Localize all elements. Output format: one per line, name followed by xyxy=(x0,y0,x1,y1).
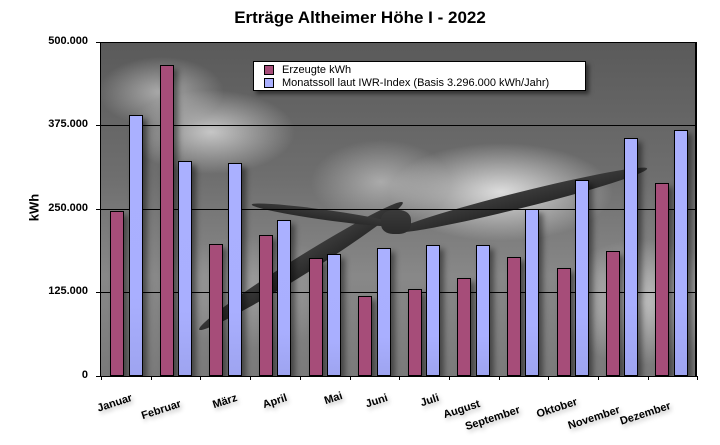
x-tick-mark xyxy=(300,376,301,380)
legend-item-soll: Monatssoll laut IWR-Index (Basis 3.296.0… xyxy=(264,77,549,89)
x-label-juli: Juli xyxy=(418,392,441,410)
y-axis-line xyxy=(100,42,101,377)
y-tick-label: 250.000 xyxy=(48,202,88,214)
gridline xyxy=(101,209,695,210)
x-axis-line xyxy=(96,376,698,377)
x-tick-mark xyxy=(200,376,201,380)
x-label-dezember: Dezember xyxy=(618,400,673,428)
x-label-maerz: März xyxy=(211,392,239,412)
bar-erzeugt-oktober xyxy=(557,268,571,376)
y-tick-label: 0 xyxy=(81,369,88,381)
bar-soll-april xyxy=(277,220,291,376)
bar-erzeugt-maerz xyxy=(209,244,223,376)
y-tick-mark xyxy=(96,292,101,293)
bar-erzeugt-januar xyxy=(110,211,124,376)
y-tick-label: 375.000 xyxy=(48,118,88,130)
legend: Erzeugte kWh Monatssoll laut IWR-Index (… xyxy=(253,61,586,91)
bar-erzeugt-dezember xyxy=(655,183,669,376)
bar-erzeugt-juli xyxy=(408,289,422,376)
legend-swatch-soll xyxy=(264,78,274,88)
bar-erzeugt-november xyxy=(606,251,620,376)
x-label-februar: Februar xyxy=(140,398,183,423)
x-tick-mark xyxy=(648,376,649,380)
bar-erzeugt-mai xyxy=(309,258,323,376)
x-tick-mark xyxy=(399,376,400,380)
bar-soll-februar xyxy=(178,161,192,376)
bar-soll-juni xyxy=(377,248,391,376)
bar-erzeugt-august xyxy=(457,278,471,376)
y-tick-mark xyxy=(96,42,101,43)
bar-soll-oktober xyxy=(575,180,589,376)
x-tick-mark xyxy=(449,376,450,380)
x-tick-mark xyxy=(697,376,698,380)
bar-erzeugt-juni xyxy=(358,296,372,376)
bar-soll-mai xyxy=(327,254,341,376)
y-tick-label: 500.000 xyxy=(48,35,88,47)
x-tick-mark xyxy=(548,376,549,380)
turbine-blade-background xyxy=(392,160,650,240)
bar-erzeugt-februar xyxy=(160,65,174,376)
legend-item-erzeugt: Erzeugte kWh xyxy=(264,64,351,76)
bar-erzeugt-april xyxy=(259,235,273,376)
legend-label-soll: Monatssoll laut IWR-Index (Basis 3.296.0… xyxy=(282,77,550,89)
x-label-juni: Juni xyxy=(364,392,390,411)
legend-label-erzeugt: Erzeugte kWh xyxy=(282,64,352,76)
x-tick-mark xyxy=(350,376,351,380)
bar-erzeugt-september xyxy=(507,257,521,376)
y-tick-mark xyxy=(96,209,101,210)
x-tick-mark xyxy=(101,376,102,380)
bar-soll-dezember xyxy=(674,130,688,376)
chart-title: Erträge Altheimer Höhe I - 2022 xyxy=(234,8,486,27)
turbine-hub-background xyxy=(381,210,411,234)
x-label-april: April xyxy=(261,392,289,412)
bar-soll-januar xyxy=(129,115,143,376)
x-label-januar: Januar xyxy=(95,392,134,415)
bar-soll-august xyxy=(476,245,490,376)
bar-soll-september xyxy=(525,209,539,376)
x-tick-mark xyxy=(151,376,152,380)
bar-soll-maerz xyxy=(228,163,242,376)
x-tick-mark xyxy=(598,376,599,380)
x-label-oktober: Oktober xyxy=(535,396,579,421)
bar-soll-juli xyxy=(426,245,440,376)
gridline xyxy=(101,292,695,293)
x-tick-mark xyxy=(499,376,500,380)
gridline xyxy=(101,125,695,126)
x-label-mai: Mai xyxy=(322,390,345,408)
plot-area xyxy=(101,42,697,376)
y-tick-mark xyxy=(96,125,101,126)
y-tick-label: 125.000 xyxy=(48,285,88,297)
x-tick-mark xyxy=(250,376,251,380)
y-axis-label: kWh xyxy=(26,193,42,222)
legend-swatch-erzeugt xyxy=(264,65,274,75)
gridline xyxy=(101,42,695,43)
bar-soll-november xyxy=(624,138,638,376)
